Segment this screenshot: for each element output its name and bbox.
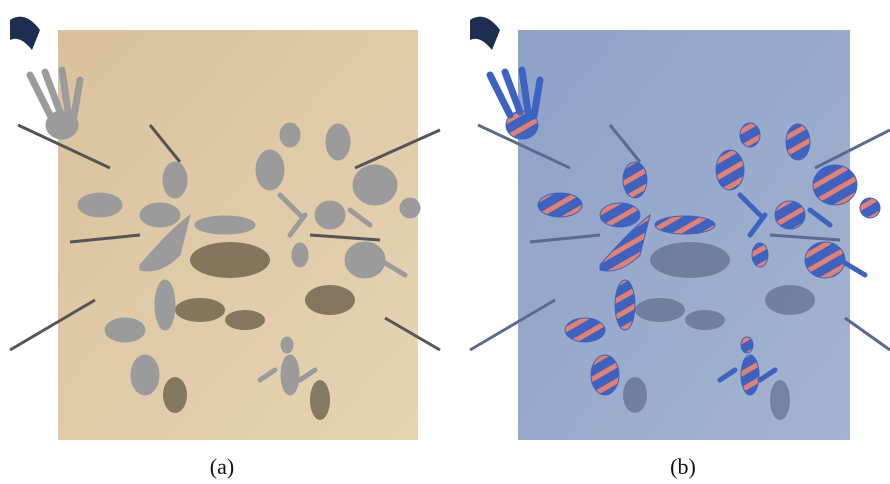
- corner-object: [10, 17, 40, 50]
- caption: (a): [210, 454, 234, 479]
- panel-b: [470, 17, 890, 440]
- panel-a: [10, 17, 440, 440]
- figure: (a) (b): [0, 0, 890, 484]
- corner-object: [470, 17, 500, 50]
- board: [58, 30, 418, 440]
- board: [518, 30, 850, 440]
- page: (a) (b) (() => { const data = JSON.parse…: [0, 0, 890, 484]
- caption: (b): [670, 454, 696, 479]
